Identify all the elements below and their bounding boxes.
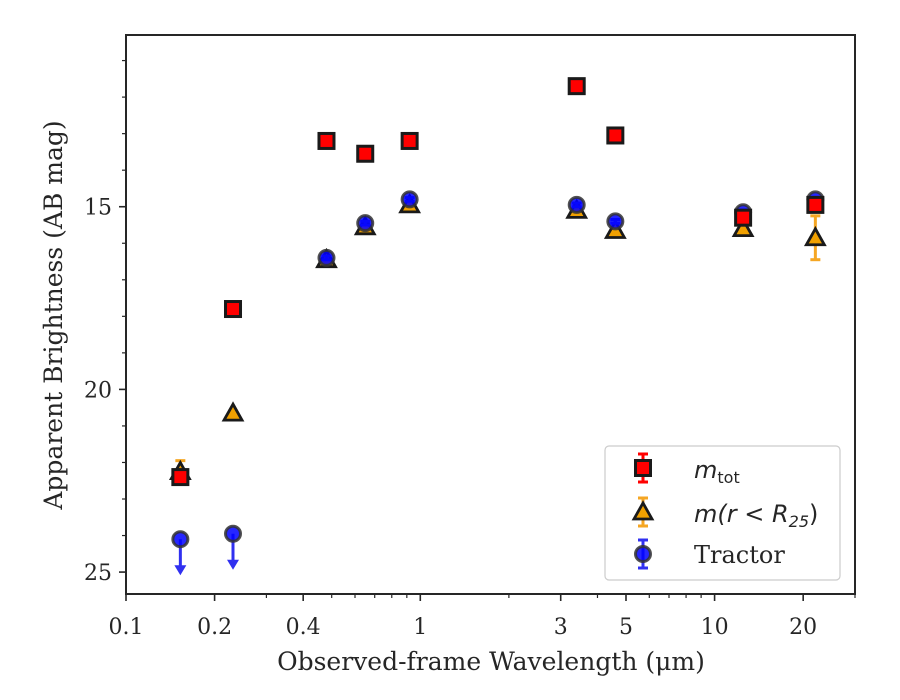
x-axis-title: Observed-frame Wavelength (μm) [277,647,705,676]
square-point [317,131,336,150]
upper-limit-arrow-head [227,559,240,570]
legend-triangle-marker [631,500,655,521]
square-point [806,195,825,214]
x-tick-label: 3 [554,615,568,640]
circle-point [171,530,190,549]
circle-point [224,524,243,543]
legend-box [604,445,841,581]
legend-square-marker [634,459,652,477]
y-tick-label: 20 [84,378,112,403]
square-point [567,77,586,96]
circle-point [356,214,375,233]
triangle-point [803,225,827,247]
legend-circle-marker [634,545,652,563]
square-point [734,208,753,227]
upper-limit-arrow-head [174,565,187,576]
x-tick-label: 1 [413,615,427,640]
square-point [171,468,190,487]
x-tick-label: 0.4 [286,615,321,640]
legend-label-mr25: m(r < R25) [694,500,818,531]
square-point [606,126,625,145]
triangle-point [221,401,245,422]
x-tick-label: 5 [619,615,633,640]
x-tick-label: 0.2 [197,615,232,640]
x-tick-label: 0.1 [109,615,144,640]
triangle-point [731,216,755,238]
y-tick-label: 25 [84,561,112,586]
circle-point [317,248,336,267]
x-tick-label: 10 [701,615,729,640]
legend-label-tractor: Tractor [694,541,785,569]
y-axis-title: Apparent Brightness (AB mag) [39,120,68,510]
circle-point [400,190,419,209]
legend-label-mtot: mtot [694,456,740,487]
circle-point [567,195,586,214]
legend: mtot m(r < R25) Tractor [604,445,841,581]
y-tick-label: 15 [84,196,112,221]
square-point [224,300,243,319]
circle-point [606,212,625,231]
square-point [400,131,419,150]
series-triangle [168,193,827,485]
plot-frame [125,34,856,595]
series-square [171,77,825,487]
square-point [356,144,375,163]
x-tick-label: 20 [789,615,817,640]
